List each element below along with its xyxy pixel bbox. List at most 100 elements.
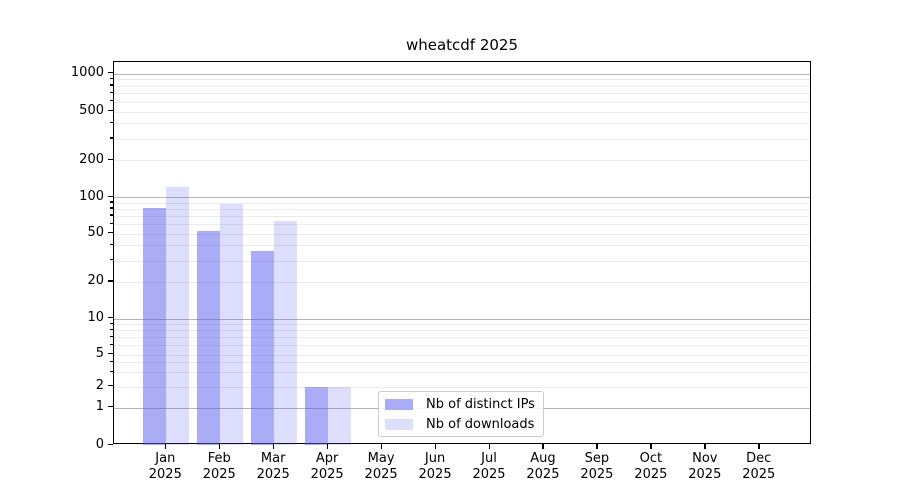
y-minor-tick-mark [110, 201, 113, 203]
y-tick-label: 1 [95, 399, 104, 415]
x-tick-year: 2025 [202, 467, 236, 482]
x-tick-label: Aug 2025 [513, 451, 573, 483]
x-tick-label: Dec 2025 [729, 451, 789, 483]
bar-distinct-ips [305, 386, 329, 445]
x-tick-mark [272, 444, 274, 449]
y-minor-tick-mark [110, 232, 113, 234]
x-tick-label: Jan 2025 [135, 451, 195, 483]
legend-swatch-downloads [385, 418, 413, 430]
y-tick-label: 5 [95, 346, 104, 361]
x-tick-label: Jul 2025 [459, 451, 519, 483]
x-tick-mark [380, 444, 382, 449]
x-tick-month: Apr [315, 451, 339, 466]
legend-label-downloads: Nb of downloads [426, 416, 535, 432]
y-tick-mark [108, 72, 113, 74]
x-tick-mark [704, 444, 706, 449]
gridline-minor [114, 101, 810, 103]
y-tick-label: 500 [79, 103, 104, 118]
y-minor-tick-mark [110, 100, 113, 102]
gridline-minor [114, 337, 810, 339]
y-tick-label: 50 [87, 225, 104, 241]
plot-area [113, 61, 811, 445]
y-minor-tick-mark [110, 84, 113, 86]
y-minor-tick-mark [110, 385, 113, 387]
bar-distinct-ips [197, 230, 221, 445]
x-tick-year: 2025 [526, 467, 560, 482]
legend-item-distinct-ips: Nb of distinct IPs [385, 396, 543, 413]
gridline-minor [114, 202, 810, 204]
y-minor-tick-mark [110, 77, 113, 80]
gridline-minor [114, 281, 810, 283]
bar-distinct-ips [143, 208, 167, 445]
y-minor-tick-mark [110, 259, 113, 261]
gridline-minor [114, 362, 810, 364]
x-tick-label: Mar 2025 [243, 451, 303, 483]
x-tick-mark [542, 444, 544, 449]
x-tick-year: 2025 [364, 467, 398, 482]
x-tick-month: Jun [424, 451, 446, 466]
y-minor-tick-mark [110, 370, 113, 373]
gridline-minor [114, 345, 810, 347]
x-tick-mark [650, 444, 652, 449]
gridline-minor [114, 224, 810, 226]
y-minor-tick-mark [110, 343, 113, 345]
gridline-minor [114, 260, 810, 262]
y-minor-tick-mark [110, 121, 113, 124]
gridline-minor [114, 111, 810, 113]
x-tick-label: May 2025 [351, 451, 411, 483]
x-tick-mark [434, 444, 436, 449]
x-tick-mark [164, 444, 167, 449]
y-minor-tick-mark [110, 137, 113, 139]
x-tick-label: Feb 2025 [189, 451, 249, 483]
gridline-minor [114, 160, 810, 162]
y-minor-tick-mark [110, 158, 113, 161]
y-minor-tick-mark [110, 214, 113, 216]
y-tick-mark [108, 317, 113, 319]
legend-item-downloads: Nb of downloads [385, 416, 543, 433]
gridline-minor [114, 372, 810, 374]
y-minor-tick-mark [110, 91, 113, 93]
gridline-major [114, 73, 810, 75]
x-tick-label: Jun 2025 [405, 451, 465, 483]
legend-label-distinct-ips: Nb of distinct IPs [426, 396, 535, 412]
gridline-minor [114, 85, 810, 87]
y-minor-tick-mark [110, 280, 113, 282]
y-minor-tick-mark [110, 222, 113, 224]
gridline-minor [114, 324, 810, 326]
bar-distinct-ips [251, 250, 275, 445]
chart-title: wheatcdf 2025 [405, 36, 519, 54]
x-tick-label: Apr 2025 [297, 451, 357, 483]
y-tick-label: 2 [95, 378, 104, 394]
gridline-minor [114, 354, 810, 356]
y-minor-tick-mark [110, 353, 113, 355]
y-tick-label: 1000 [70, 65, 104, 81]
y-tick-label: 200 [79, 151, 104, 167]
y-minor-tick-mark [110, 335, 113, 337]
x-tick-mark [326, 444, 328, 449]
x-tick-mark [596, 444, 598, 449]
gridline-minor [114, 386, 810, 388]
x-tick-month: Nov [692, 451, 718, 466]
x-tick-label: Oct 2025 [621, 451, 681, 483]
bar-downloads [166, 187, 190, 445]
x-tick-year: 2025 [148, 467, 182, 482]
x-tick-year: 2025 [742, 467, 776, 482]
x-tick-year: 2025 [256, 467, 290, 482]
x-tick-year: 2025 [310, 467, 344, 482]
gridline-minor [114, 330, 810, 332]
gridline-minor [114, 79, 810, 81]
y-tick-mark [108, 443, 113, 445]
bar-downloads [220, 203, 244, 445]
x-tick-month: Mar [260, 451, 286, 466]
gridline-minor [114, 93, 810, 95]
y-minor-tick-mark [110, 360, 113, 363]
x-tick-year: 2025 [688, 467, 722, 482]
x-tick-month: Sep [584, 451, 610, 466]
legend-swatch-distinct-ips [385, 398, 413, 410]
bar-downloads [274, 221, 298, 445]
y-tick-label: 10 [87, 310, 104, 326]
x-tick-label: Nov 2025 [675, 451, 735, 483]
bar-downloads [328, 386, 352, 445]
x-tick-mark [488, 444, 490, 449]
